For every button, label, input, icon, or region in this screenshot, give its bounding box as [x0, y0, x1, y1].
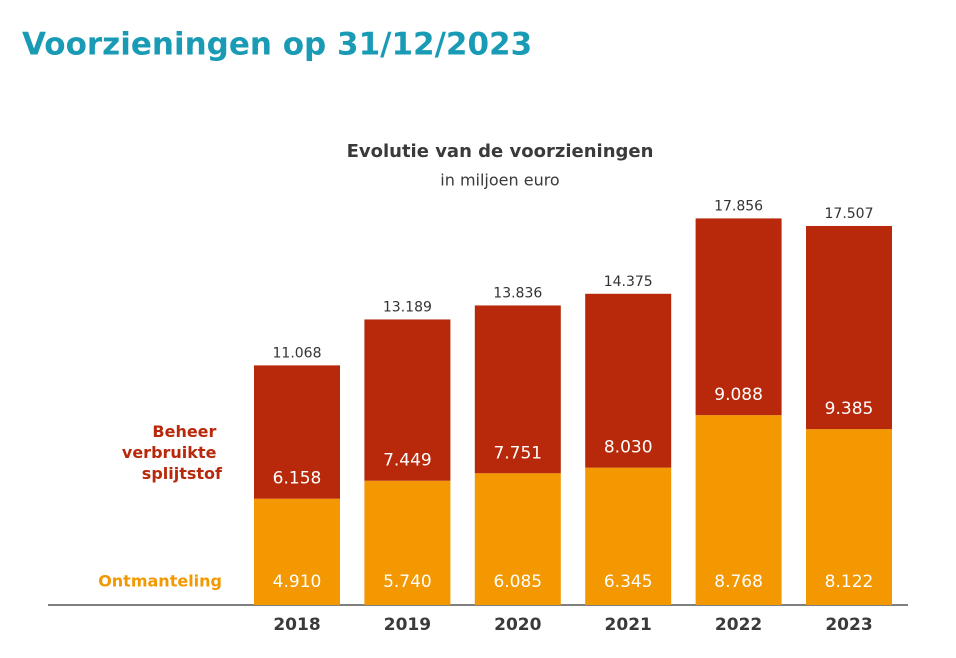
x-tick-label: 2020 [494, 615, 541, 635]
x-tick-label: 2022 [715, 615, 762, 635]
value-label: 8.122 [825, 572, 874, 592]
chart-subtitle: in miljoen euro [440, 171, 559, 190]
x-tick-label: 2018 [273, 615, 320, 635]
bar-segment [585, 293, 672, 468]
page-title: Voorzieningen op 31/12/2023 [22, 27, 532, 63]
value-label: 5.740 [383, 572, 432, 592]
bar-segment [364, 480, 451, 605]
total-label: 13.189 [383, 299, 432, 315]
x-tick-label: 2023 [825, 615, 872, 635]
x-tick-label: 2021 [605, 615, 652, 635]
bar-segment [695, 218, 782, 416]
x-tick-label: 2019 [384, 615, 431, 635]
bar-segment [806, 225, 892, 430]
bar-segment [474, 473, 561, 605]
value-label: 7.449 [383, 451, 432, 471]
total-label: 17.507 [825, 206, 874, 222]
bar-segment [585, 467, 672, 605]
value-label: 6.085 [493, 572, 542, 592]
value-label: 8.768 [714, 572, 763, 592]
value-label: 8.030 [604, 438, 653, 458]
bar-segment [254, 498, 340, 605]
legend-label: Ontmanteling [98, 572, 222, 591]
total-label: 13.836 [493, 285, 542, 301]
bar-segment [474, 305, 561, 474]
value-label: 9.385 [825, 399, 874, 419]
bar-segment [806, 429, 892, 605]
value-label: 7.751 [493, 443, 542, 463]
total-label: 11.068 [273, 345, 322, 361]
total-label: 17.856 [714, 198, 763, 214]
bar-segment [254, 365, 340, 499]
chart-title: Evolutie van de voorzieningen [347, 141, 654, 162]
value-label: 6.345 [604, 572, 653, 592]
bar-segment [695, 415, 782, 605]
total-label: 14.375 [604, 274, 653, 290]
legend-label: Beheer verbruikte splijtstof [122, 422, 223, 483]
value-label: 9.088 [714, 385, 763, 405]
value-label: 4.910 [273, 572, 322, 592]
bar-segment [364, 319, 451, 481]
value-label: 6.158 [273, 469, 322, 489]
